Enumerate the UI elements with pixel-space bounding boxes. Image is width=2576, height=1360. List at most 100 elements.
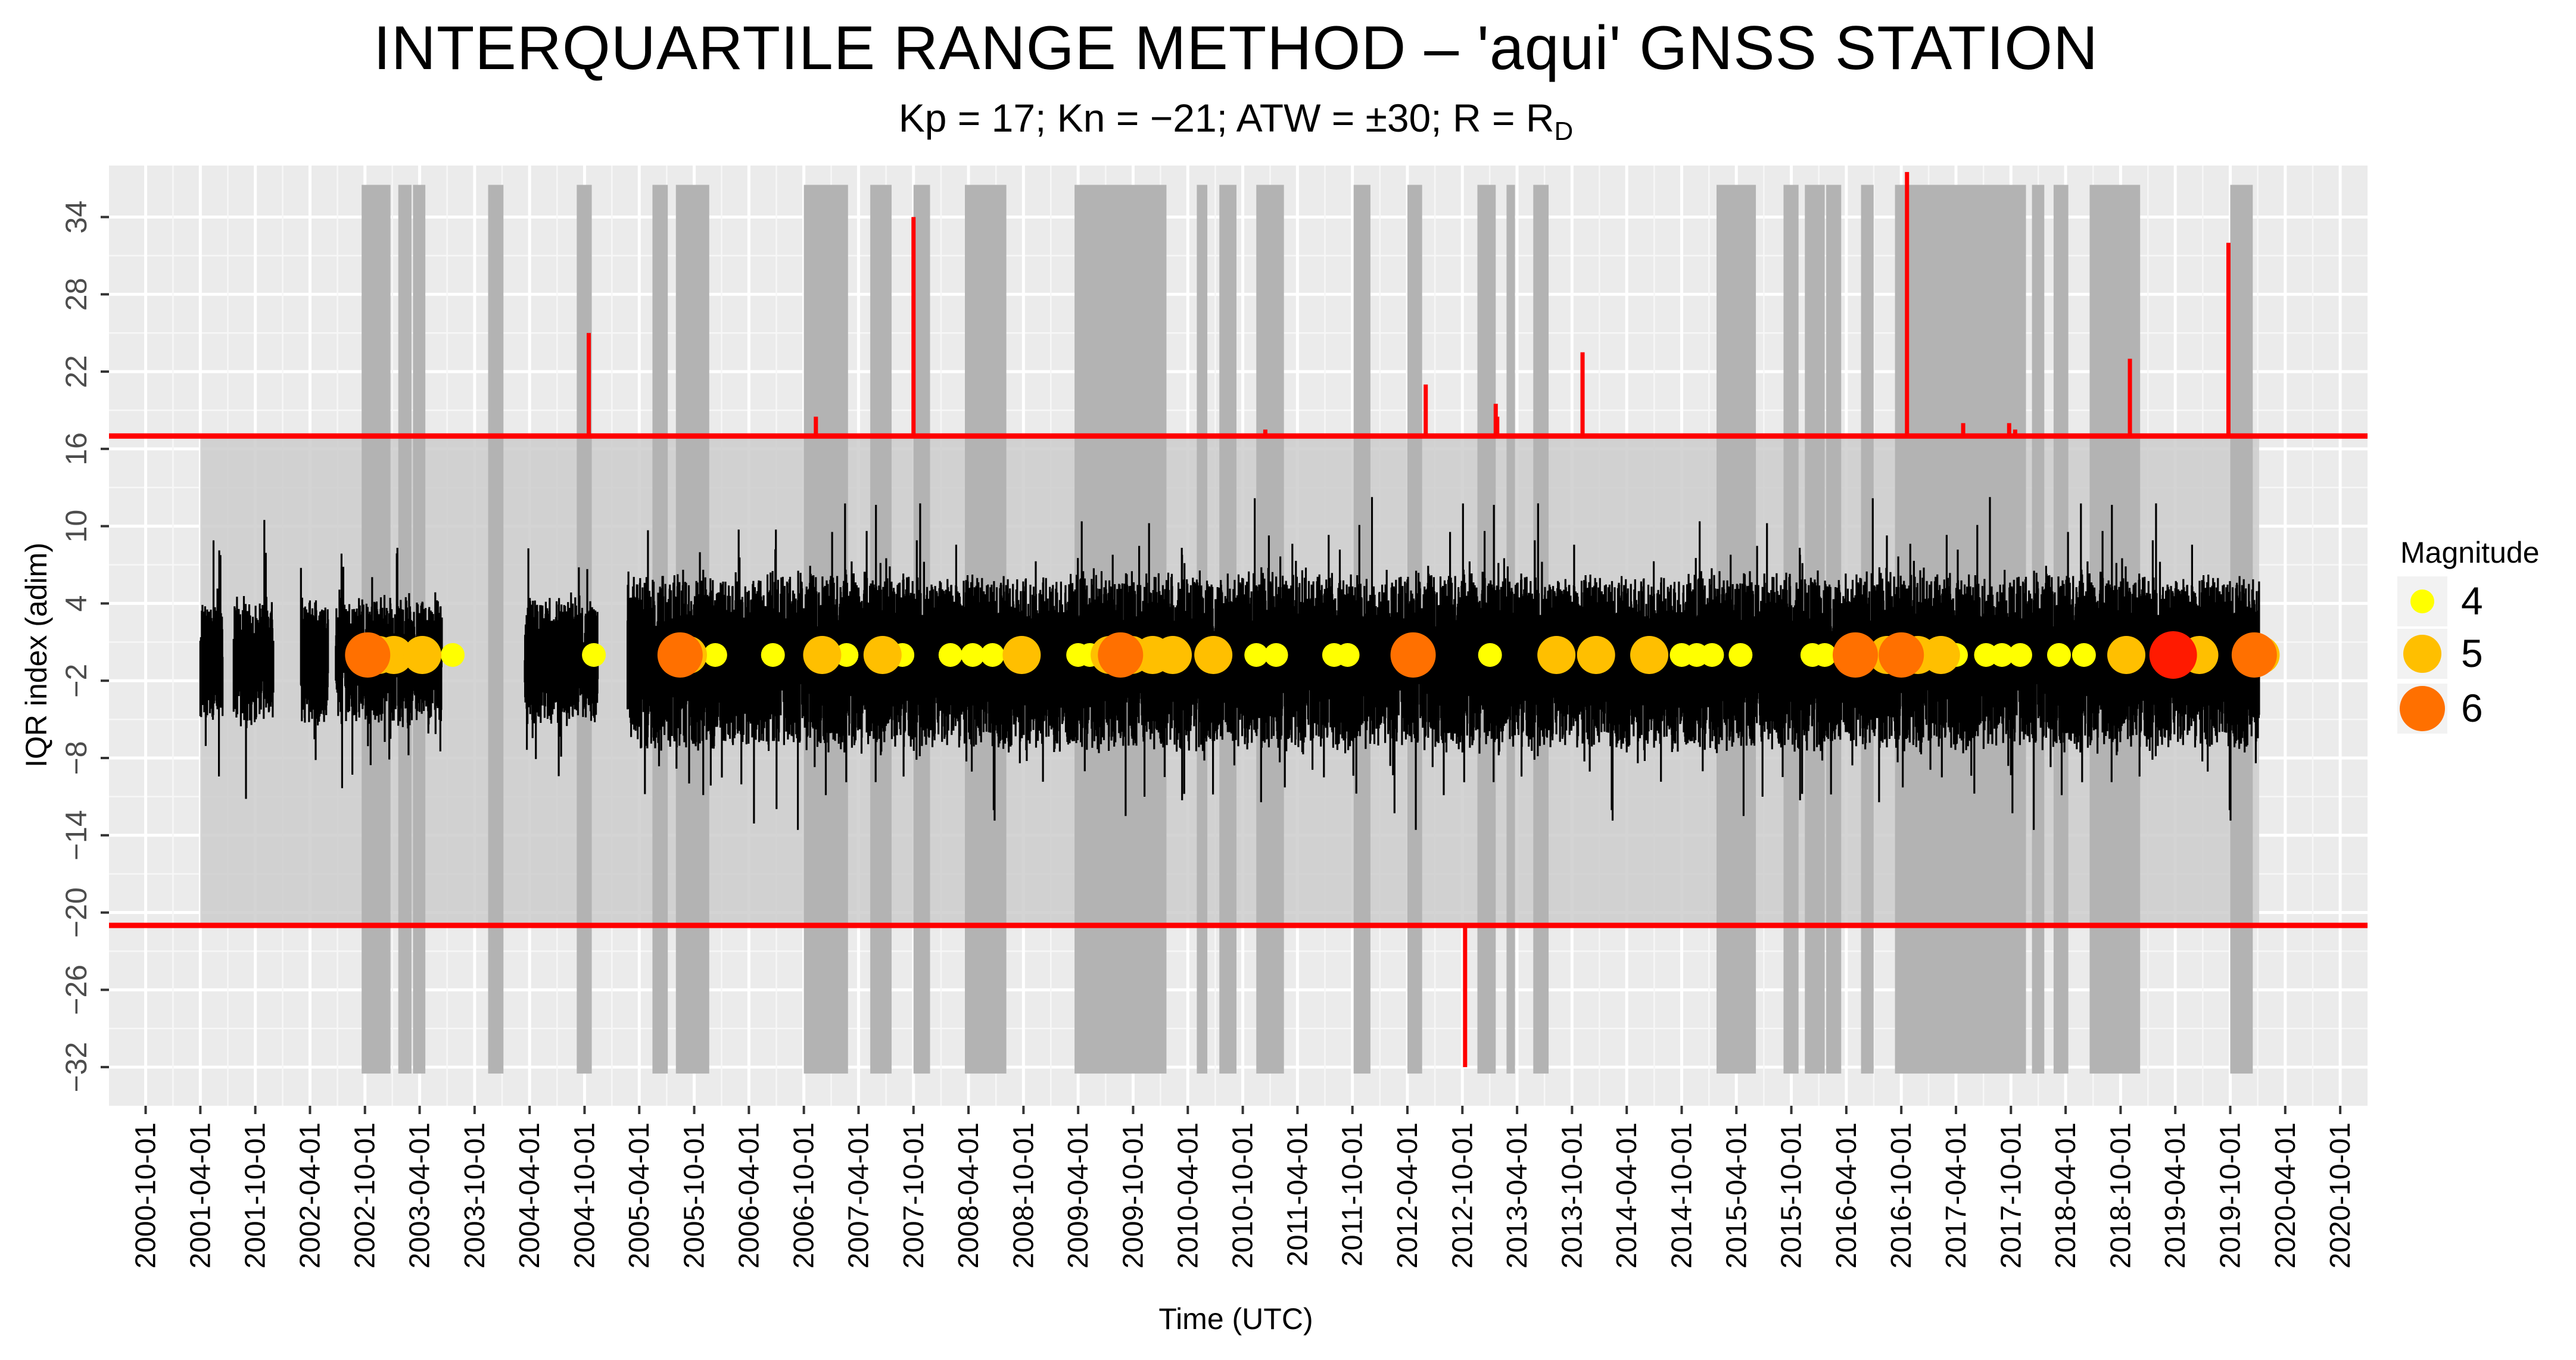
event-marker bbox=[1577, 635, 1615, 674]
x-tick-label: 2011-04-01 bbox=[1282, 1122, 1313, 1267]
x-axis-label: Time (UTC) bbox=[1158, 1302, 1313, 1336]
event-marker bbox=[961, 642, 985, 667]
legend-swatch bbox=[2400, 686, 2445, 731]
event-marker bbox=[1728, 642, 1753, 667]
event-marker bbox=[1700, 642, 1724, 667]
y-axis-label: IQR index (adim) bbox=[20, 542, 53, 768]
x-tick-label: 2018-04-01 bbox=[2050, 1122, 2082, 1269]
shaded-period bbox=[488, 185, 504, 1074]
x-tick-label: 2009-10-01 bbox=[1117, 1122, 1149, 1269]
x-tick-label: 2016-10-01 bbox=[1886, 1122, 1917, 1269]
chart-title: INTERQUARTILE RANGE METHOD – 'aqui' GNSS… bbox=[373, 14, 2099, 83]
earthquake-events bbox=[345, 631, 2280, 679]
x-tick-label: 2003-04-01 bbox=[404, 1122, 436, 1269]
event-marker bbox=[657, 632, 703, 678]
x-tick-label: 2014-04-01 bbox=[1611, 1122, 1643, 1269]
x-tick-label: 2006-10-01 bbox=[789, 1122, 820, 1269]
y-tick-label: 16 bbox=[60, 432, 93, 466]
event-marker bbox=[1879, 632, 1924, 678]
event-marker bbox=[1194, 635, 1233, 674]
event-marker bbox=[403, 635, 442, 674]
event-marker bbox=[938, 642, 963, 667]
event-marker bbox=[1098, 632, 1144, 678]
axes: 34 28 22 16 10 4 −2 −8 −14 −20 −26 −32 2000-10-01 200… bbox=[60, 201, 2356, 1269]
subtitle-text: Kp = 17; Kn = −21; ATW = ±30; R = R bbox=[898, 96, 1555, 140]
subtitle-subscript: D bbox=[1554, 117, 1574, 146]
event-marker bbox=[834, 642, 859, 667]
legend: Magnitude 4 5 6 bbox=[2397, 536, 2540, 734]
legend-label: 6 bbox=[2461, 686, 2483, 730]
x-tick-label: 2018-10-01 bbox=[2105, 1122, 2136, 1269]
legend-label: 5 bbox=[2461, 631, 2483, 675]
x-tick-label: 2011-10-01 bbox=[1337, 1122, 1369, 1267]
event-marker bbox=[1833, 632, 1879, 678]
x-tick-label: 2008-04-01 bbox=[953, 1122, 985, 1269]
event-marker bbox=[1002, 635, 1041, 674]
x-tick-label: 2015-10-01 bbox=[1776, 1122, 1808, 1269]
legend-title: Magnitude bbox=[2400, 536, 2540, 569]
x-tick-label: 2010-04-01 bbox=[1172, 1122, 1204, 1269]
y-tick-label: 34 bbox=[60, 201, 93, 234]
y-tick-label: −8 bbox=[60, 741, 93, 775]
event-marker bbox=[2149, 631, 2197, 679]
x-tick-label: 2005-10-01 bbox=[679, 1122, 711, 1269]
x-tick-label: 2002-04-01 bbox=[294, 1122, 326, 1269]
x-tick-label: 2003-10-01 bbox=[459, 1122, 491, 1269]
x-tick-label: 2017-04-01 bbox=[1940, 1122, 1972, 1269]
event-marker bbox=[1335, 642, 1360, 667]
event-marker bbox=[1264, 642, 1288, 667]
x-tick-label: 2002-10-01 bbox=[350, 1122, 381, 1269]
threshold-lines bbox=[109, 433, 2368, 928]
event-marker bbox=[1478, 642, 1502, 667]
x-tick-label: 2000-10-01 bbox=[130, 1122, 162, 1269]
event-marker bbox=[1990, 642, 2014, 667]
event-marker bbox=[1154, 635, 1192, 674]
event-marker bbox=[1630, 635, 1669, 674]
x-tick-label: 2008-10-01 bbox=[1008, 1122, 1039, 1269]
x-tick-label: 2017-10-01 bbox=[1995, 1122, 2027, 1269]
event-marker bbox=[1921, 635, 1960, 674]
y-tick-label: 4 bbox=[60, 595, 93, 612]
event-marker bbox=[2047, 642, 2071, 667]
anomaly-spikes bbox=[587, 171, 2231, 1068]
event-marker bbox=[441, 642, 465, 667]
x-tick-label: 2013-10-01 bbox=[1556, 1122, 1588, 1269]
event-marker bbox=[2231, 632, 2277, 678]
x-tick-label: 2014-10-01 bbox=[1666, 1122, 1697, 1269]
legend-swatch bbox=[2410, 589, 2434, 613]
x-tick-label: 2020-04-01 bbox=[2270, 1122, 2301, 1269]
event-marker bbox=[980, 642, 1005, 667]
legend-swatch bbox=[2403, 635, 2441, 673]
event-marker bbox=[863, 635, 902, 674]
event-marker bbox=[1390, 632, 1436, 678]
x-tick-label: 2010-10-01 bbox=[1228, 1122, 1259, 1269]
x-tick-label: 2009-04-01 bbox=[1063, 1122, 1094, 1269]
y-tick-label: −32 bbox=[60, 1042, 93, 1093]
x-tick-label: 2019-10-01 bbox=[2214, 1122, 2246, 1269]
x-tick-label: 2015-04-01 bbox=[1721, 1122, 1752, 1269]
event-marker bbox=[1537, 635, 1576, 674]
x-tick-label: 2016-04-01 bbox=[1831, 1122, 1862, 1269]
x-tick-label: 2013-04-01 bbox=[1502, 1122, 1533, 1269]
event-marker bbox=[345, 632, 391, 678]
chart-subtitle: Kp = 17; Kn = −21; ATW = ±30; R = RD bbox=[0, 95, 2472, 146]
event-marker bbox=[2008, 642, 2032, 667]
event-marker bbox=[1812, 642, 1837, 667]
event-marker bbox=[582, 642, 606, 667]
x-tick-label: 2005-04-01 bbox=[624, 1122, 655, 1269]
x-tick-label: 2001-10-01 bbox=[240, 1122, 272, 1269]
x-tick-label: 2004-04-01 bbox=[514, 1122, 546, 1269]
y-tick-label: −26 bbox=[60, 965, 93, 1015]
event-marker bbox=[2072, 642, 2096, 667]
event-marker bbox=[1244, 642, 1269, 667]
x-tick-label: 2007-04-01 bbox=[843, 1122, 874, 1269]
x-tick-label: 2006-04-01 bbox=[733, 1122, 765, 1269]
event-marker bbox=[703, 642, 727, 667]
x-tick-label: 2007-10-01 bbox=[898, 1122, 930, 1269]
x-tick-label: 2001-04-01 bbox=[185, 1122, 216, 1269]
x-tick-label: 2012-04-01 bbox=[1392, 1122, 1424, 1269]
x-tick-label: 2019-04-01 bbox=[2160, 1122, 2191, 1269]
x-tick-label: 2020-10-01 bbox=[2325, 1122, 2356, 1269]
y-tick-label: −14 bbox=[60, 810, 93, 860]
